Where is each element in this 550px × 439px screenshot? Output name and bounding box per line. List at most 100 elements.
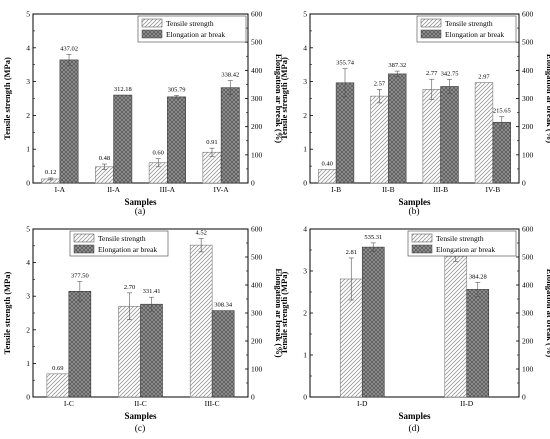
right-tick-label: 200 xyxy=(251,337,263,346)
data-label: 2.57 xyxy=(374,80,386,87)
x-tick-label: II-C xyxy=(134,399,147,408)
legend-label: Tensile strength xyxy=(436,234,484,243)
bar-elongation xyxy=(220,87,240,184)
bar-elongation xyxy=(167,96,186,184)
data-label: 387.32 xyxy=(388,62,406,69)
right-tick-label: 300 xyxy=(251,309,263,318)
bar-elongation xyxy=(211,310,235,398)
data-label: 0.12 xyxy=(45,169,56,176)
right-tick-label: 100 xyxy=(251,365,263,374)
right-tick-label: 600 xyxy=(522,10,534,19)
bar-tensile-strength xyxy=(474,82,494,184)
x-axis-title: Samples xyxy=(398,411,431,421)
chart-panel-4: 0 1 2 3 4 0 100 200 300 400 500 600 Tensile strength… xyxy=(279,225,550,435)
data-label: 0.48 xyxy=(99,155,110,162)
x-tick-label: II-D xyxy=(460,399,473,408)
chart-panel-3: 0 1 2 3 4 5 0 100 200 300 400 500 600 Tensile strengt… xyxy=(2,225,284,435)
bar-elongation xyxy=(440,86,459,184)
data-label: 305.79 xyxy=(168,86,186,93)
right-tick-label: 500 xyxy=(522,253,534,262)
data-label: 2.77 xyxy=(426,70,438,77)
legend-swatch-elongation xyxy=(411,244,433,254)
bar-tensile-strength xyxy=(202,151,222,184)
x-tick-label: I-D xyxy=(357,399,368,408)
right-tick-label: 0 xyxy=(251,393,255,402)
y-axis-left-title: Tensile strength (MPa) xyxy=(2,57,12,140)
bar-elongation xyxy=(140,303,163,398)
left-tick-label: 1 xyxy=(26,145,30,154)
legend-label: Elongation ar break xyxy=(445,30,504,39)
right-tick-label: 100 xyxy=(522,150,534,159)
bar-elongation xyxy=(466,289,490,398)
left-tick-label: 2 xyxy=(303,111,307,120)
data-label: 2.70 xyxy=(124,284,135,291)
legend-swatch-tensile xyxy=(73,233,95,243)
data-label: 338.42 xyxy=(221,72,239,79)
right-tick-label: 200 xyxy=(522,122,534,131)
data-label: 312.18 xyxy=(114,86,132,93)
data-label: 342.75 xyxy=(441,70,459,77)
left-tick-label: 4 xyxy=(303,225,307,234)
data-label: 0.91 xyxy=(206,139,217,146)
left-tick-label: 5 xyxy=(303,10,307,19)
left-tick-label: 3 xyxy=(26,77,30,86)
left-tick-label: 0 xyxy=(26,179,30,188)
bar-elongation xyxy=(68,290,92,398)
right-tick-label: 200 xyxy=(522,337,534,346)
data-label: 4.52 xyxy=(195,229,206,236)
x-tick-label: I-B xyxy=(331,185,341,194)
right-tick-label: 200 xyxy=(251,122,263,131)
bar-elongation xyxy=(492,121,511,184)
right-tick-label: 100 xyxy=(522,365,534,374)
legend-swatch-tensile xyxy=(420,18,442,28)
data-label: 355.74 xyxy=(336,60,355,67)
y-axis-right-title: Elongation ar break (%) xyxy=(545,54,550,143)
right-tick-label: 300 xyxy=(522,94,534,103)
panel-label: (b) xyxy=(408,206,419,217)
panel-label: (c) xyxy=(135,423,146,434)
x-tick-label: III-A xyxy=(160,185,176,194)
right-tick-label: 600 xyxy=(251,225,263,234)
x-axis-title: Samples xyxy=(398,197,431,207)
bar-elongation xyxy=(113,94,133,184)
legend-swatch-tensile xyxy=(411,233,433,243)
x-tick-label: III-B xyxy=(433,185,448,194)
x-tick-label: IV-A xyxy=(214,185,230,194)
data-label: 384.28 xyxy=(469,273,487,280)
y-axis-left-title: Tensile strength (MPa) xyxy=(279,57,289,140)
left-tick-label: 0 xyxy=(26,393,30,402)
left-tick-label: 0 xyxy=(303,393,307,402)
data-label: 331.41 xyxy=(143,288,161,295)
data-label: 437.02 xyxy=(60,45,78,52)
left-tick-label: 4 xyxy=(303,43,307,52)
data-label: 215.65 xyxy=(493,108,511,115)
right-tick-label: 0 xyxy=(251,179,255,188)
y-axis-right-title: Elongation ar break (%) xyxy=(274,268,284,357)
bar-tensile-strength xyxy=(46,373,70,398)
data-label: 2.97 xyxy=(478,74,490,81)
right-tick-label: 600 xyxy=(522,225,534,234)
legend-swatch-elongation xyxy=(420,29,442,39)
x-tick-label: II-B xyxy=(382,185,395,194)
right-tick-label: 400 xyxy=(251,66,263,75)
right-tick-label: 500 xyxy=(251,253,263,262)
right-tick-label: 600 xyxy=(251,10,263,19)
x-tick-label: I-A xyxy=(55,185,66,194)
right-tick-label: 400 xyxy=(251,281,263,290)
data-label: 0.40 xyxy=(322,160,333,167)
bar-tensile-strength xyxy=(189,244,213,398)
left-tick-label: 4 xyxy=(26,258,30,267)
left-tick-label: 5 xyxy=(26,10,30,19)
right-tick-label: 400 xyxy=(522,66,534,75)
bar-elongation xyxy=(335,82,355,184)
right-tick-label: 400 xyxy=(522,281,534,290)
data-label: 0.60 xyxy=(153,150,164,157)
data-label: 377.50 xyxy=(71,273,89,280)
left-tick-label: 3 xyxy=(26,292,30,301)
y-axis-right-title: Elongation at break (%) xyxy=(545,269,550,358)
left-tick-label: 1 xyxy=(303,145,307,154)
y-axis-left-title: Tensile strength (MPa) xyxy=(279,272,289,355)
data-label: 2.81 xyxy=(346,249,357,256)
left-tick-label: 3 xyxy=(303,77,307,86)
legend-swatch-elongation xyxy=(73,244,95,254)
